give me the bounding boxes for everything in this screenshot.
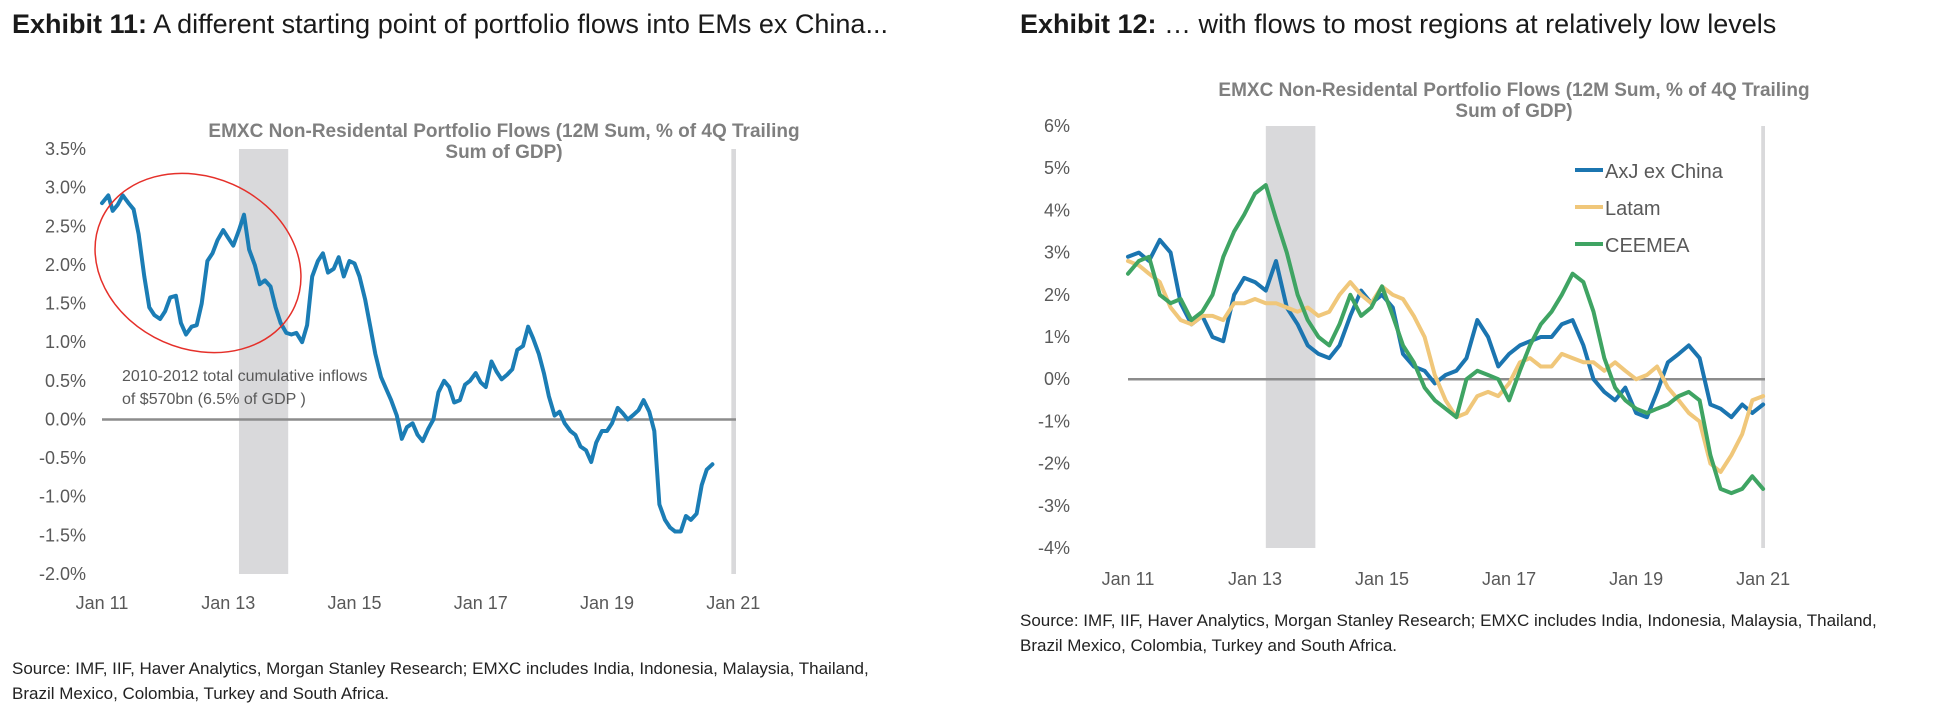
ex11-shaded-period-0: [238, 149, 289, 574]
ex12-xtick-label: Jan 11: [1102, 569, 1155, 589]
ex12-ytick-label: 2%: [1044, 285, 1070, 305]
ex12-xtick-label: Jan 17: [1482, 569, 1536, 589]
ex12-ytick-label: -3%: [1038, 496, 1070, 516]
ex12-xtick-label: Jan 21: [1736, 569, 1790, 589]
ex11-ytick-label: 3.0%: [45, 178, 86, 198]
ex11-xtick-label: Jan 17: [454, 593, 508, 613]
ex12-title-line-1: Sum of GDP): [1455, 101, 1572, 122]
ex11-annotation-ellipse: [94, 172, 302, 354]
ex12-ytick-label: 3%: [1044, 243, 1070, 263]
ex11-ytick-label: 2.0%: [45, 255, 86, 275]
ex12-legend-label: Latam: [1605, 198, 1661, 220]
ex12-xtick-label: Jan 15: [1355, 569, 1409, 589]
ex12-legend-label: AxJ ex China: [1605, 161, 1724, 183]
ex11-ytick-label: -1.0%: [39, 487, 86, 507]
ex12-ytick-label: 4%: [1044, 200, 1070, 220]
exhibit-11-title: A different starting point of portfolio …: [153, 9, 888, 39]
ex11-ytick-label: -2.0%: [39, 564, 86, 584]
ex12-ytick-label: -1%: [1038, 411, 1070, 431]
ex11-annotation-text: of $570bn (6.5% of GDP ): [122, 391, 306, 408]
ex12-series-line-0: [1126, 237, 1766, 420]
ex12-ytick-label: -2%: [1038, 454, 1070, 474]
ex11-annotation-text: 2010-2012 total cumulative inflows: [122, 368, 367, 385]
ex11-ytick-label: 1.0%: [45, 332, 86, 352]
ex11-xtick-label: Jan 19: [580, 593, 634, 613]
ex11-xtick-label: Jan 11: [76, 593, 129, 613]
exhibit-12-chart: EMXC Non-Residental Portfolio Flows (12M…: [1038, 80, 1810, 589]
ex11-ytick-label: 2.5%: [45, 216, 86, 236]
ex11-ytick-label: -0.5%: [39, 448, 86, 468]
exhibit-12-title: … with flows to most regions at relative…: [1164, 9, 1777, 39]
ex11-xtick-label: Jan 15: [327, 593, 381, 613]
exhibit-12-label: Exhibit 12:: [1020, 9, 1157, 39]
ex11-ytick-label: -1.5%: [39, 525, 86, 545]
ex11-title-line-0: EMXC Non-Residental Portfolio Flows (12M…: [208, 121, 799, 142]
ex12-shaded-period-1: [1761, 126, 1765, 548]
ex11-ytick-label: 3.5%: [45, 139, 86, 159]
ex12-series-line-2: [1126, 183, 1766, 496]
ex11-series-line-0: [100, 193, 715, 534]
exhibit-11-source: Source: IMF, IIF, Haver Analytics, Morga…: [12, 659, 869, 703]
ex12-legend-label: CEEMEA: [1605, 235, 1690, 257]
ex12-ytick-label: 5%: [1044, 158, 1070, 178]
ex12-series-line-1: [1126, 259, 1766, 474]
ex11-ytick-label: 0.0%: [45, 409, 86, 429]
ex12-xtick-label: Jan 13: [1228, 569, 1282, 589]
ex12-ytick-label: 0%: [1044, 369, 1070, 389]
ex11-xtick-label: Jan 21: [706, 593, 760, 613]
ex12-ytick-label: -4%: [1038, 538, 1070, 558]
exhibit-11-heading: Exhibit 11: A different starting point o…: [12, 6, 912, 42]
ex12-ytick-label: 1%: [1044, 327, 1070, 347]
exhibit-11-label: Exhibit 11:: [12, 9, 148, 39]
ex11-xtick-label: Jan 13: [201, 593, 255, 613]
exhibit-12-source: Source: IMF, IIF, Haver Analytics, Morga…: [1020, 611, 1877, 655]
ex11-shaded-period-1: [731, 149, 736, 574]
exhibit-12-heading: Exhibit 12: … with flows to most regions…: [1020, 6, 1920, 42]
ex12-xtick-label: Jan 19: [1609, 569, 1663, 589]
ex12-shaded-period-0: [1265, 126, 1316, 548]
ex11-title-line-1: Sum of GDP): [445, 142, 562, 163]
ex11-ytick-label: 0.5%: [45, 371, 86, 391]
ex11-ytick-label: 1.5%: [45, 294, 86, 314]
ex12-title-line-0: EMXC Non-Residental Portfolio Flows (12M…: [1218, 80, 1809, 101]
exhibit-11-chart: EMXC Non-Residental Portfolio Flows (12M…: [39, 121, 800, 613]
exhibit-11: Exhibit 11: A different starting point o…: [0, 0, 950, 709]
ex12-ytick-label: 6%: [1044, 116, 1070, 136]
exhibit-12: Exhibit 12: … with flows to most regions…: [1020, 0, 1944, 709]
